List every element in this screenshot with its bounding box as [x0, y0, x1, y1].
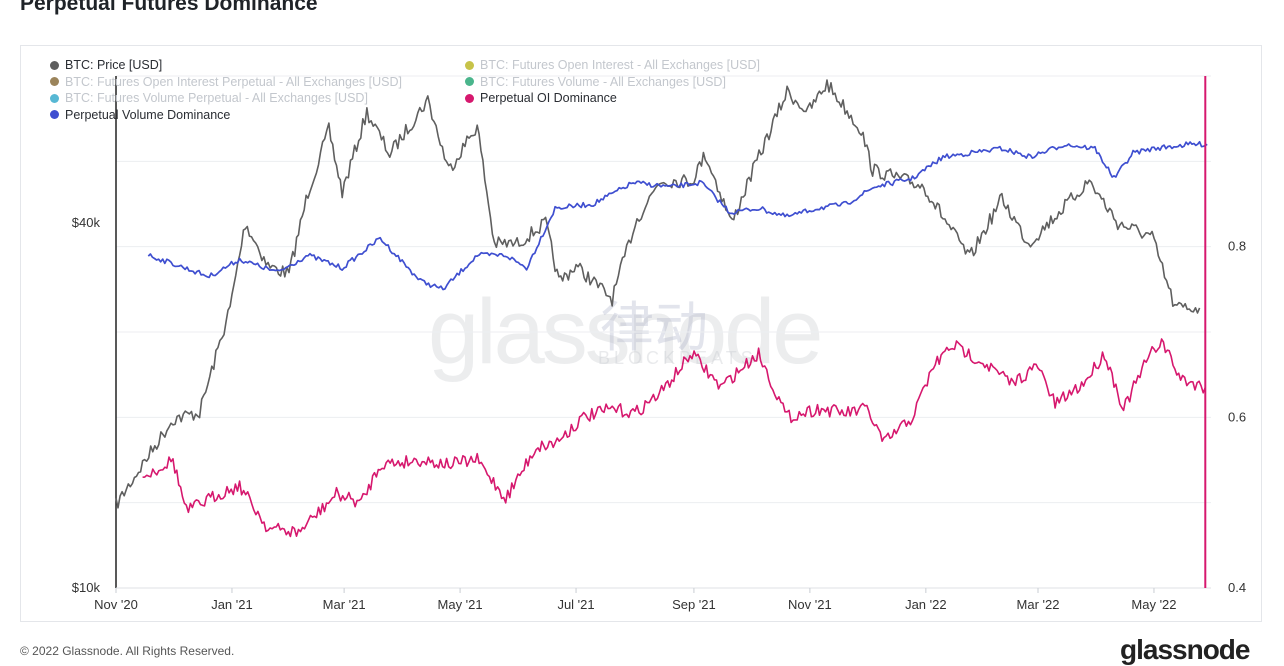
x-tick-label: Sep '21	[672, 597, 716, 612]
series-line-perpetual-volume-dominance	[147, 140, 1208, 291]
x-tick-label: Jul '21	[557, 597, 594, 612]
x-tick-label: Jan '22	[905, 597, 947, 612]
legend-label: BTC: Price [USD]	[65, 58, 163, 72]
legend-dot-icon	[465, 93, 474, 103]
y-right-tick-label: 0.6	[1228, 409, 1246, 424]
y-right-tick-label: 0.4	[1228, 580, 1246, 595]
legend-item[interactable]: BTC: Futures Volume Perpetual - All Exch…	[50, 91, 368, 105]
x-tick-label: Nov '20	[94, 597, 138, 612]
y-right-tick-label: 0.8	[1228, 239, 1246, 254]
legend-item[interactable]: BTC: Futures Open Interest Perpetual - A…	[50, 75, 402, 89]
copyright-text: © 2022 Glassnode. All Rights Reserved.	[20, 644, 235, 658]
legend-item[interactable]: Perpetual OI Dominance	[465, 91, 617, 105]
series-line-perpetual-oi-dominance	[142, 338, 1207, 538]
y-left-tick-label: $10k	[72, 580, 101, 595]
legend-item[interactable]: BTC: Futures Open Interest - All Exchang…	[465, 58, 760, 72]
legend-item[interactable]: Perpetual Volume Dominance	[50, 108, 230, 122]
legend-item[interactable]: BTC: Price [USD]	[50, 58, 162, 72]
chart-svg[interactable]: Nov '20 Jan '21 Mar '21 May '21 Jul '21 Sep '…	[0, 0, 1284, 651]
brand-logo: glassnode	[1120, 634, 1250, 665]
y-left-tick-label: $40k	[72, 215, 101, 230]
legend-item[interactable]: BTC: Futures Volume - All Exchanges [USD…	[465, 75, 726, 89]
legend-dot-icon	[50, 60, 59, 70]
x-tick-label: Jan '21	[211, 597, 253, 612]
legend-label: Perpetual Volume Dominance	[65, 107, 231, 122]
x-tick-label: Mar '22	[1017, 597, 1060, 612]
x-tick-label: Mar '21	[323, 597, 366, 612]
legend-label: BTC: Futures Open Interest - All Exchang…	[480, 58, 760, 72]
page-title: Perpetual Futures Dominance	[20, 0, 318, 15]
legend-dot-icon	[50, 93, 59, 103]
chart-panel	[20, 45, 1262, 622]
legend-label: Perpetual OI Dominance	[480, 91, 617, 105]
legend-label: BTC: Futures Volume - All Exchanges [USD…	[480, 74, 726, 89]
legend-label: BTC: Futures Volume Perpetual - All Exch…	[65, 91, 368, 105]
legend-dot-icon	[50, 77, 59, 86]
series-line-btc-price	[115, 79, 1201, 509]
legend-dot-icon	[465, 77, 474, 86]
x-tick-label: Nov '21	[788, 597, 832, 612]
legend-dot-icon	[50, 110, 59, 119]
x-tick-label: May '21	[438, 597, 483, 612]
legend-dot-icon	[465, 60, 474, 70]
legend-label: BTC: Futures Open Interest Perpetual - A…	[65, 74, 402, 89]
x-tick-label: May '22	[1131, 597, 1176, 612]
